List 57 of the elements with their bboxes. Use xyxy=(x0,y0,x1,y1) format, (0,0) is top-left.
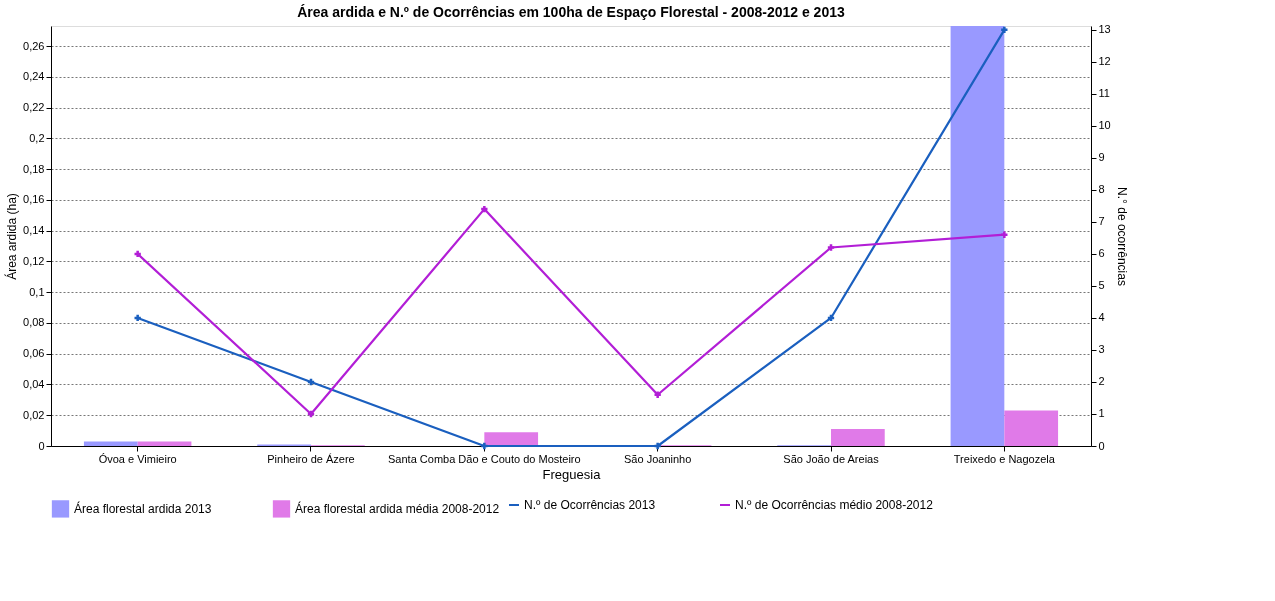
y-tick-label: 0,2 xyxy=(29,131,45,144)
point xyxy=(481,205,488,213)
bar xyxy=(484,432,539,446)
point xyxy=(654,391,661,398)
y2-tick-label: 0 xyxy=(1098,439,1105,452)
y2-tick-label: 6 xyxy=(1098,247,1105,260)
y-tick-label: 0,06 xyxy=(23,347,45,360)
y2-tick-label: 10 xyxy=(1098,119,1111,132)
y-axis-title: Área ardida (ha) xyxy=(4,193,20,280)
point xyxy=(134,314,141,322)
y-tick-label: 0,1 xyxy=(29,285,45,298)
y-tick-label: 0,16 xyxy=(23,193,45,206)
y-tick-label: 0,04 xyxy=(23,377,45,390)
y2-tick-label: 1 xyxy=(1098,407,1105,420)
bar xyxy=(83,441,138,446)
y-tick-label: 0,22 xyxy=(23,101,45,114)
point xyxy=(134,250,141,258)
y2-tick-label: 7 xyxy=(1098,215,1105,228)
y-tick-label: 0,12 xyxy=(23,254,45,267)
y-tick-label: 0,24 xyxy=(23,70,45,83)
y-tick-label: 0,14 xyxy=(23,224,45,237)
y2-tick-label: 5 xyxy=(1098,279,1105,292)
bar xyxy=(137,441,192,446)
y2-tick-label: 3 xyxy=(1098,343,1105,356)
x-tick-label: São João de Areias xyxy=(783,452,880,465)
legend-label: N.º de Ocorrências médio 2008-2012 xyxy=(735,498,934,512)
y-tick-label: 0,18 xyxy=(23,162,45,175)
x-tick-label: São Joaninho xyxy=(624,452,692,465)
point xyxy=(654,442,661,450)
y2-axis-title: N.° de ocorrências xyxy=(1114,187,1129,286)
bar xyxy=(950,26,1005,446)
y-tick-label: 0,08 xyxy=(23,316,45,329)
y2-tick-label: 9 xyxy=(1098,151,1105,164)
x-tick-label: Treixedo e Nagozela xyxy=(953,452,1056,465)
y2-tick-label: 13 xyxy=(1098,23,1111,36)
point xyxy=(1001,231,1008,238)
x-tick-label: Pinheiro de Ázere xyxy=(267,452,355,465)
legend-label: Área florestal ardida média 2008-2012 xyxy=(295,500,500,516)
bar xyxy=(831,429,885,446)
y-tick-label: 0 xyxy=(38,439,45,452)
y-tick-label: 0,02 xyxy=(23,408,45,421)
point xyxy=(481,442,488,450)
y-tick-label: 0,26 xyxy=(23,39,45,52)
point xyxy=(1001,26,1008,33)
y2-tick-label: 2 xyxy=(1098,375,1105,388)
y2-tick-label: 11 xyxy=(1098,87,1110,100)
bar xyxy=(1004,410,1059,446)
x-tick-label: Santa Comba Dão e Couto do Mosteiro xyxy=(388,452,581,465)
x-tick-label: Óvoa e Vimieiro xyxy=(98,452,177,465)
legend-label: Área florestal ardida 2013 xyxy=(74,500,212,516)
x-axis-title: Freguesia xyxy=(542,466,602,482)
chart-title: Área ardida e N.º de Ocorrências em 100ha de Espaço Florestal - 2008-2012 e 2013 xyxy=(297,3,845,20)
y2-tick-label: 4 xyxy=(1098,311,1105,324)
legend-label: N.º de Ocorrências 2013 xyxy=(524,498,656,512)
y2-tick-label: 8 xyxy=(1098,183,1105,196)
point xyxy=(827,244,835,251)
y2-tick-label: 12 xyxy=(1098,55,1111,68)
